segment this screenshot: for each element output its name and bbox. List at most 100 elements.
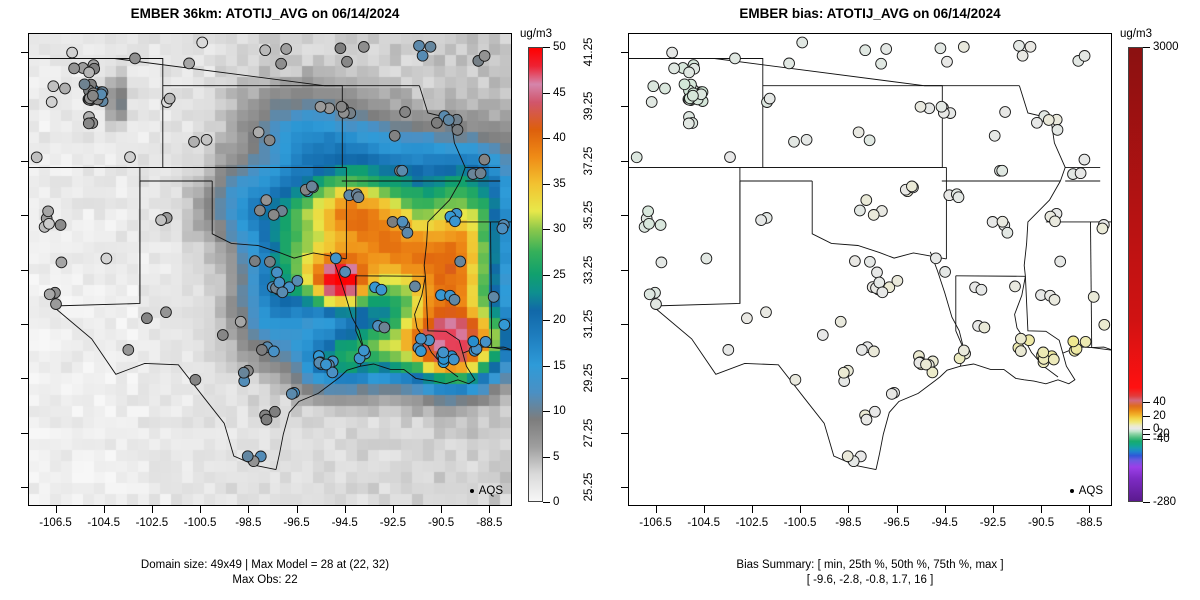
x-tick-label: -90.5 xyxy=(427,517,455,529)
colorbar-tick-mark xyxy=(543,183,550,185)
y-tick-mark xyxy=(621,51,628,53)
colorbar-tick-mark xyxy=(543,47,550,48)
colorbar-tick-label: 0 xyxy=(553,496,560,508)
y-tick-label: 33.25 xyxy=(583,255,595,284)
colorbar-tick-mark xyxy=(1143,434,1150,436)
colorbar-tick-label: 40 xyxy=(1153,395,1166,408)
x-tick-label: -94.5 xyxy=(331,517,358,529)
footer-bias-line2: [ -9.6, -2.8, -0.8, 1.7, 16 ] xyxy=(806,574,934,586)
y-tick-mark xyxy=(21,269,28,271)
colorbar-tick-mark xyxy=(543,138,550,139)
y-tick-mark xyxy=(621,487,628,489)
colorbar-tick-mark xyxy=(1143,47,1150,48)
colorbar-tick-label: 45 xyxy=(553,86,566,99)
x-tick-mark xyxy=(703,506,705,513)
y-tick-label: 31.25 xyxy=(583,309,595,339)
x-tick-mark xyxy=(441,506,443,513)
y-tick-mark xyxy=(21,51,28,53)
y-axis-model: 25.2527.2529.2531.2533.2535.2537.2539.25… xyxy=(2,33,28,506)
colorbar-tick-mark xyxy=(543,274,550,276)
colorbar-tick-label: 25 xyxy=(553,268,566,281)
colorbar-model: ug/m3 0 5 10 15 20 25 30 35 40 45 50 xyxy=(520,0,608,560)
x-tick-label: -106.5 xyxy=(639,517,672,529)
colorbar-tick-label: 50 xyxy=(553,41,566,53)
x-tick-mark xyxy=(992,506,994,513)
y-tick-label: 35.25 xyxy=(583,200,595,230)
x-tick-mark xyxy=(751,506,753,513)
x-tick-mark xyxy=(55,506,57,513)
colorbar-tick-mark xyxy=(543,92,550,94)
y-tick-mark xyxy=(21,378,28,380)
aqs-legend-label: AQS xyxy=(478,485,503,497)
colorbar-tick-mark xyxy=(1143,502,1150,503)
model-grid-canvas xyxy=(29,34,511,505)
panel-bias: EMBER bias: ATOTIJ_AVG on 06/14/2024 AQS… xyxy=(583,0,1200,600)
x-tick-mark xyxy=(848,506,850,513)
colorbar-tick-label: -40 xyxy=(1153,433,1170,446)
colorbar-tick-mark xyxy=(1143,401,1150,403)
x-tick-mark xyxy=(151,506,153,513)
y-tick-mark xyxy=(21,324,28,325)
colorbar-title-model: ug/m3 xyxy=(520,28,552,40)
y-tick-mark xyxy=(21,215,28,216)
colorbar-tick-mark xyxy=(1143,439,1150,441)
colorbar-tick-mark xyxy=(543,456,550,458)
colorbar-tick-mark xyxy=(543,502,550,503)
colorbar-bias: ug/m3 -280 -40 -20 0 20 40 3000 xyxy=(1120,0,1200,560)
colorbar-tick-label: 3000 xyxy=(1153,41,1179,53)
x-tick-label: -98.5 xyxy=(835,517,862,529)
colorbar-tick-label: 10 xyxy=(553,405,566,417)
x-tick-label: -90.5 xyxy=(1027,517,1055,529)
colorbar-gradient-bias xyxy=(1128,47,1143,502)
panel-title-model: EMBER 36km: ATOTIJ_AVG on 06/14/2024 xyxy=(130,6,400,21)
model-overlay xyxy=(29,36,511,471)
colorbar-tick-label: 0 xyxy=(1153,423,1160,436)
colorbar-tick-mark xyxy=(1143,429,1150,431)
y-tick-label: 41.25 xyxy=(583,37,595,67)
y-tick-mark xyxy=(21,106,28,108)
y-tick-mark xyxy=(621,106,628,108)
x-tick-mark xyxy=(296,506,298,513)
colorbar-tick-label: 20 xyxy=(1153,409,1166,422)
footer-bias-line1: Bias Summary: [ min, 25th %, 50th %, 75t… xyxy=(736,559,1004,571)
y-tick-label: 27.25 xyxy=(583,418,595,448)
x-tick-mark xyxy=(489,506,491,513)
colorbar-tick-mark xyxy=(1143,415,1150,417)
x-tick-label: -88.5 xyxy=(1076,517,1103,529)
x-tick-label: -92.5 xyxy=(379,517,406,529)
aqs-legend-label: AQS xyxy=(1078,485,1103,497)
y-tick-mark xyxy=(621,378,628,380)
y-axis-bias: 25.25 27.25 29.25 31.25 33.25 35.25 37.25 39.25… xyxy=(583,33,628,506)
aqs-legend-bias: AQS xyxy=(1069,485,1103,497)
colorbar-tick-mark xyxy=(543,411,550,412)
aqs-dot-icon xyxy=(1069,489,1074,493)
x-tick-label: -106.5 xyxy=(39,517,72,529)
colorbar-tick-label: -280 xyxy=(1153,496,1177,508)
colorbar-tick-label: 35 xyxy=(553,177,566,190)
x-tick-label: -104.5 xyxy=(87,517,120,529)
map-model[interactable]: AQS xyxy=(28,33,512,506)
x-tick-label: -102.5 xyxy=(135,517,169,529)
x-tick-mark xyxy=(392,506,394,513)
y-tick-mark xyxy=(21,487,28,489)
bias-grid-canvas xyxy=(629,34,1111,505)
x-tick-mark xyxy=(800,506,802,513)
y-tick-mark xyxy=(621,432,628,434)
colorbar-gradient-model xyxy=(528,47,543,502)
x-tick-label: -96.5 xyxy=(883,517,910,529)
map-bias[interactable]: AQS xyxy=(628,33,1112,506)
colorbar-tick-label: 30 xyxy=(553,223,566,235)
footer-model-line1: Domain size: 49x49 | Max Model = 28 at (… xyxy=(140,559,390,571)
x-tick-mark xyxy=(655,506,657,513)
colorbar-tick-mark xyxy=(543,365,550,367)
x-tick-label: -92.5 xyxy=(979,517,1006,529)
colorbar-tick-mark xyxy=(543,229,550,230)
x-tick-label: -100.5 xyxy=(183,517,217,529)
colorbar-tick-label: 20 xyxy=(553,314,566,326)
footer-model-line2: Max Obs: 22 xyxy=(232,574,298,586)
panel-model: EMBER 36km: ATOTIJ_AVG on 06/14/2024 AQS… xyxy=(2,6,566,586)
bias-overlay xyxy=(629,36,1111,471)
colorbar-tick-mark xyxy=(543,320,550,321)
aqs-legend-model: AQS xyxy=(469,485,503,497)
